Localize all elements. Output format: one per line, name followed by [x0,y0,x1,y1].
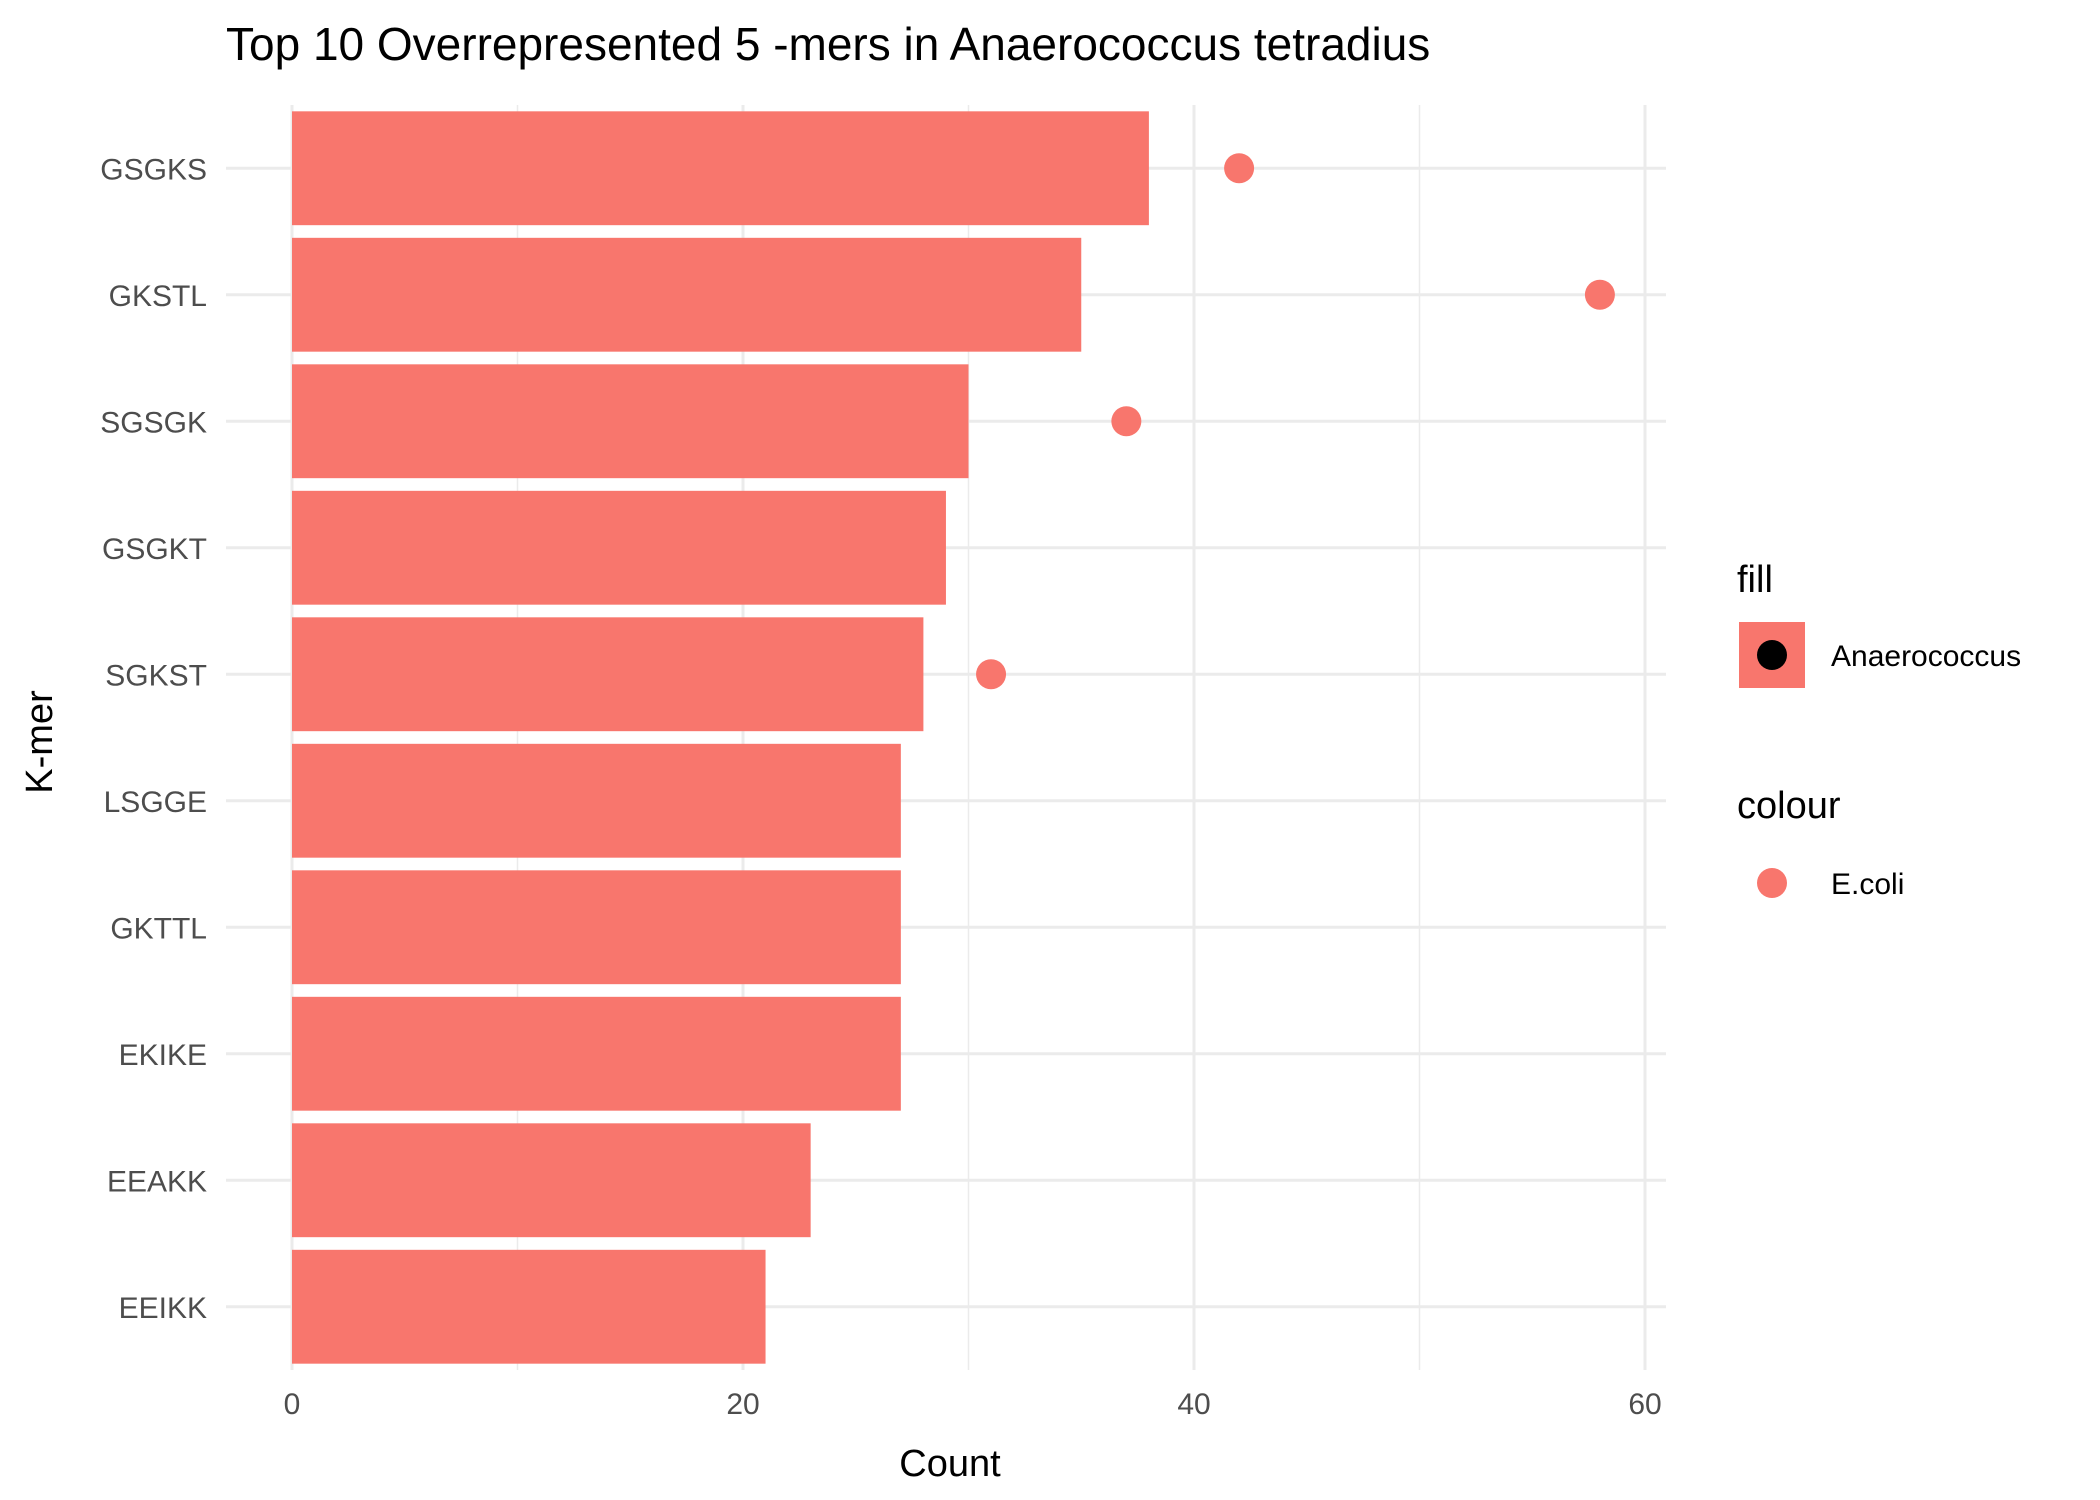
x-tick-label: 60 [1628,1388,1661,1421]
bars [292,111,1149,1364]
x-tick-label: 0 [284,1388,301,1421]
legend-colour-key [1757,868,1787,898]
legend-fill-label: Anaerococcus [1831,640,2021,673]
y-tick-label: GKTTL [110,912,207,945]
legend: fill Anaerococcus colour E.coli [1737,559,2021,901]
y-tick-label: SGKST [105,659,207,692]
bar [292,237,1082,352]
bar [292,1123,811,1238]
bar [292,1249,766,1364]
legend-fill-title: fill [1737,559,1773,601]
bar [292,870,901,985]
y-tick-label: GSGKS [100,153,207,186]
y-tick-label: EEAKK [107,1165,207,1198]
legend-colour-label: E.coli [1831,868,1904,901]
bar [292,111,1149,226]
data-point [1224,153,1255,184]
data-point [976,659,1007,690]
legend-fill-key-dot [1757,640,1787,670]
bar [292,617,924,732]
bar [292,490,946,605]
data-point [1584,279,1615,310]
x-axis-tick-labels: 0 20 40 60 [284,1388,1662,1421]
y-tick-label: GSGKT [102,533,207,566]
bar [292,743,901,858]
x-tick-label: 40 [1177,1388,1210,1421]
chart-title: Top 10 Overrepresented 5 -mers in Anaero… [226,18,1430,70]
y-axis-title: K-mer [19,690,61,794]
y-axis-tick-labels: GSGKS GKSTL SGSGK GSGKT SGKST LSGGE GKTTL EKIKE… [100,153,207,1325]
y-tick-label: GKSTL [109,280,207,313]
data-point [1111,406,1142,437]
x-axis-title: Count [899,1443,1001,1485]
x-tick-label: 20 [726,1388,759,1421]
bar [292,996,901,1111]
y-tick-label: EKIKE [119,1039,207,1072]
y-tick-label: EEIKK [119,1292,207,1325]
y-tick-label: SGSGK [100,406,207,439]
y-tick-label: LSGGE [104,786,207,819]
legend-colour-title: colour [1737,785,1841,827]
points [976,153,1615,690]
bar [292,364,969,479]
